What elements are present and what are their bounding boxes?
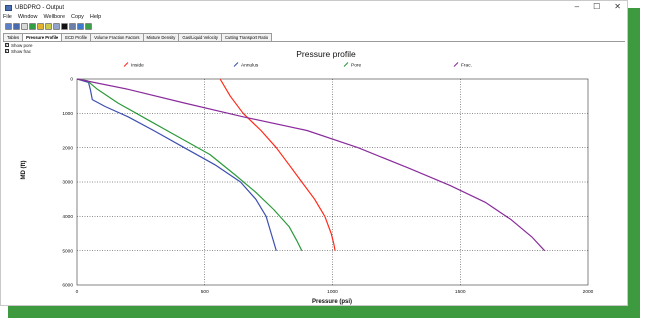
- x-tick-label: 0: [76, 289, 79, 295]
- output-window: UBDPRO - Output – ☐ ✕ File Window Wellbo…: [0, 0, 628, 306]
- tab-gas-liquid-velocity[interactable]: Gas/Liquid Velocity: [178, 33, 222, 41]
- legend-label: Annulus: [241, 63, 259, 69]
- window-title: UBDPRO - Output: [15, 5, 65, 11]
- menu-file[interactable]: File: [3, 14, 12, 20]
- tab-mixture-density[interactable]: Mixture Density: [142, 33, 180, 41]
- chart-title: Pressure profile: [296, 49, 356, 59]
- color-icon[interactable]: [61, 23, 68, 30]
- x-tick-label: 500: [201, 289, 209, 295]
- series-line-frac: [76, 78, 546, 252]
- tab-pressure-profile[interactable]: Pressure Profile: [22, 33, 63, 41]
- plot-frame: [76, 78, 589, 286]
- show-pore-label: Show pore: [11, 42, 33, 48]
- chart-icon[interactable]: [37, 23, 44, 30]
- print-icon[interactable]: [21, 23, 28, 30]
- chart-series: [76, 78, 546, 252]
- settings-icon[interactable]: [77, 23, 84, 30]
- menu-window[interactable]: Window: [17, 14, 38, 20]
- menu-help[interactable]: Help: [89, 14, 102, 20]
- export-icon[interactable]: [29, 23, 36, 30]
- x-tick-label: 1500: [455, 289, 466, 295]
- tab-tables[interactable]: Tables: [3, 33, 24, 41]
- show-frac-checkbox[interactable]: ✓: [5, 48, 9, 53]
- menu-copy[interactable]: Copy: [71, 14, 84, 20]
- y-tick-label: 2000: [62, 145, 73, 151]
- show-pore-checkbox[interactable]: ✓: [5, 42, 9, 47]
- grid-icon[interactable]: [45, 23, 52, 30]
- menu-bar: File Window Wellbore Copy Help: [3, 14, 101, 22]
- toolbar: [5, 22, 92, 31]
- chart-axes: [76, 78, 589, 286]
- legend-swatch: [233, 62, 239, 67]
- open-icon[interactable]: [5, 23, 12, 30]
- run-icon[interactable]: [85, 23, 92, 30]
- app-icon: [5, 5, 12, 11]
- x-tick-label: 2000: [583, 289, 594, 295]
- y-tick-label: 4000: [62, 214, 73, 220]
- tab-strip: Tables Pressure Profile ECD Profile Volu…: [3, 33, 625, 42]
- y-axis-label: MD (ft): [21, 161, 27, 180]
- legend-label: Frac.: [461, 63, 472, 69]
- legend-label: Pore: [351, 63, 361, 69]
- y-tick-label: 5000: [62, 248, 73, 254]
- y-tick-label: 0: [70, 77, 73, 83]
- show-frac-label: Show frac: [11, 48, 32, 54]
- series-line-annulus: [76, 78, 277, 251]
- x-tick-label: 1000: [327, 289, 338, 295]
- y-tick-label: 6000: [62, 283, 73, 289]
- series-line-inside: [219, 78, 336, 251]
- legend-swatch: [343, 62, 349, 67]
- pressure-profile-chart: Pressure profile Inside Annulus Pore Frac. …: [21, 49, 594, 305]
- show-frac-option[interactable]: ✓ Show frac: [5, 48, 33, 54]
- close-button[interactable]: ✕: [614, 2, 621, 11]
- save-icon[interactable]: [13, 23, 20, 30]
- legend-swatch: [453, 62, 459, 67]
- chart-grid: [77, 79, 588, 285]
- menu-wellbore[interactable]: Wellbore: [43, 14, 66, 20]
- chart-legend: Inside Annulus Pore Frac.: [123, 62, 472, 69]
- series-line-pore: [76, 78, 303, 251]
- legend-label: Inside: [131, 63, 144, 69]
- y-tick-label: 3000: [62, 180, 73, 186]
- list-icon[interactable]: [69, 23, 76, 30]
- tab-volume-fraction-factors[interactable]: Volume Fraction Factors: [90, 33, 144, 41]
- show-pore-option[interactable]: ✓ Show pore: [5, 42, 33, 48]
- y-tick-label: 1000: [62, 111, 73, 117]
- x-axis-label: Pressure (psi): [312, 299, 352, 305]
- chart-ticks: 0 500 1000 1500 2000 0 1000 2000 3000 4000 5000 600…: [62, 77, 593, 295]
- title-bar: UBDPRO - Output – ☐ ✕: [1, 1, 627, 15]
- maximize-button[interactable]: ☐: [593, 2, 601, 11]
- table-icon[interactable]: [53, 23, 60, 30]
- tab-cutting-transport-ratio[interactable]: Cutting Transport Ratio: [220, 33, 273, 41]
- minimize-button[interactable]: –: [574, 2, 580, 11]
- legend-swatch: [123, 62, 129, 67]
- options-panel: ✓ Show pore ✓ Show frac: [5, 42, 33, 54]
- tab-ecd-profile[interactable]: ECD Profile: [61, 33, 92, 41]
